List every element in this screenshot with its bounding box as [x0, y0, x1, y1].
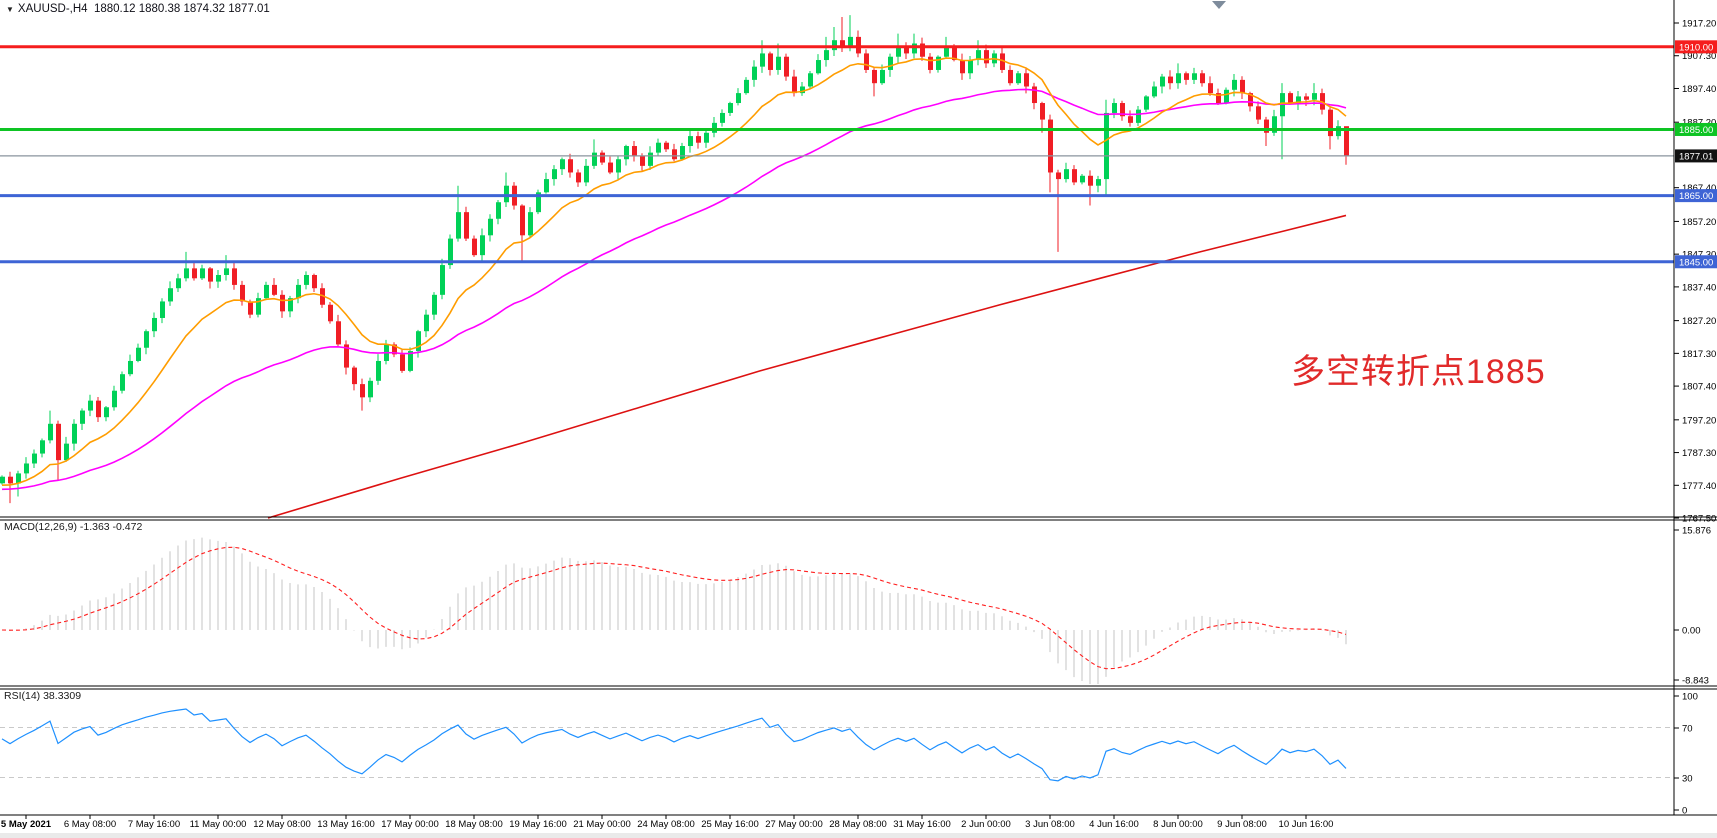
- svg-text:1897.40: 1897.40: [1682, 84, 1716, 95]
- svg-text:15.876: 15.876: [1682, 526, 1711, 537]
- svg-text:19 May 16:00: 19 May 16:00: [509, 819, 567, 830]
- svg-text:13 May 16:00: 13 May 16:00: [317, 819, 375, 830]
- svg-text:8 Jun 00:00: 8 Jun 00:00: [1153, 819, 1203, 830]
- svg-text:1865.00: 1865.00: [1679, 191, 1713, 202]
- svg-text:1797.20: 1797.20: [1682, 415, 1716, 426]
- svg-text:4 Jun 16:00: 4 Jun 16:00: [1089, 819, 1139, 830]
- svg-text:1807.40: 1807.40: [1682, 382, 1716, 393]
- svg-text:5 May 2021: 5 May 2021: [1, 819, 52, 830]
- svg-text:7 May 16:00: 7 May 16:00: [128, 819, 180, 830]
- svg-text:28 May 08:00: 28 May 08:00: [829, 819, 887, 830]
- svg-text:1910.00: 1910.00: [1679, 42, 1713, 53]
- svg-text:1867.40: 1867.40: [1682, 183, 1716, 194]
- price-axis[interactable]: [1674, 0, 1717, 815]
- svg-text:1885.00: 1885.00: [1679, 125, 1713, 136]
- svg-text:0: 0: [1682, 806, 1687, 817]
- svg-text:-8.843: -8.843: [1682, 676, 1709, 687]
- symbol-period-label: XAUUSD-,H4: [17, 3, 88, 15]
- svg-text:17 May 00:00: 17 May 00:00: [381, 819, 439, 830]
- svg-text:24 May 08:00: 24 May 08:00: [637, 819, 695, 830]
- svg-text:18 May 08:00: 18 May 08:00: [445, 819, 503, 830]
- svg-text:30: 30: [1682, 774, 1693, 785]
- svg-text:70: 70: [1682, 724, 1693, 735]
- chart-title: ▼ XAUUSD-,H4 1880.12 1880.38 1874.32 1877…: [6, 3, 270, 15]
- svg-text:100: 100: [1682, 692, 1698, 703]
- svg-text:1817.30: 1817.30: [1682, 349, 1716, 360]
- macd-indicator-label: MACD(12,26,9) -1.363 -0.472: [4, 521, 143, 533]
- svg-text:1877.01: 1877.01: [1679, 151, 1713, 162]
- ohlc-values: 1880.12 1880.38 1874.32 1877.01: [93, 3, 270, 15]
- svg-text:1827.20: 1827.20: [1682, 316, 1716, 327]
- svg-text:1907.30: 1907.30: [1682, 51, 1716, 62]
- svg-text:25 May 16:00: 25 May 16:00: [701, 819, 759, 830]
- svg-text:9 Jun 08:00: 9 Jun 08:00: [1217, 819, 1267, 830]
- svg-text:1847.30: 1847.30: [1682, 250, 1716, 261]
- symbol-dropdown-icon[interactable]: ▼: [6, 5, 14, 14]
- svg-text:21 May 00:00: 21 May 00:00: [573, 819, 631, 830]
- svg-text:1837.40: 1837.40: [1682, 282, 1716, 293]
- svg-text:12 May 08:00: 12 May 08:00: [253, 819, 311, 830]
- svg-text:2 Jun 00:00: 2 Jun 00:00: [961, 819, 1011, 830]
- svg-text:0.00: 0.00: [1682, 626, 1701, 637]
- chart-annotation-text[interactable]: 多空转折点1885: [1291, 353, 1546, 391]
- rsi-indicator-label: RSI(14) 38.3309: [4, 690, 82, 702]
- svg-text:31 May 16:00: 31 May 16:00: [893, 819, 951, 830]
- svg-text:1845.00: 1845.00: [1679, 257, 1713, 268]
- svg-text:11 May 00:00: 11 May 00:00: [190, 819, 247, 830]
- svg-text:27 May 00:00: 27 May 00:00: [765, 819, 823, 830]
- svg-text:1787.30: 1787.30: [1682, 448, 1716, 459]
- time-axis[interactable]: [0, 815, 1717, 833]
- svg-text:10 Jun 16:00: 10 Jun 16:00: [1279, 819, 1334, 830]
- svg-text:3 Jun 08:00: 3 Jun 08:00: [1025, 819, 1075, 830]
- svg-text:1767.50: 1767.50: [1682, 514, 1716, 525]
- svg-text:1777.40: 1777.40: [1682, 481, 1716, 492]
- svg-text:1917.20: 1917.20: [1682, 19, 1716, 30]
- svg-text:1857.20: 1857.20: [1682, 217, 1716, 228]
- svg-text:6 May 08:00: 6 May 08:00: [64, 819, 116, 830]
